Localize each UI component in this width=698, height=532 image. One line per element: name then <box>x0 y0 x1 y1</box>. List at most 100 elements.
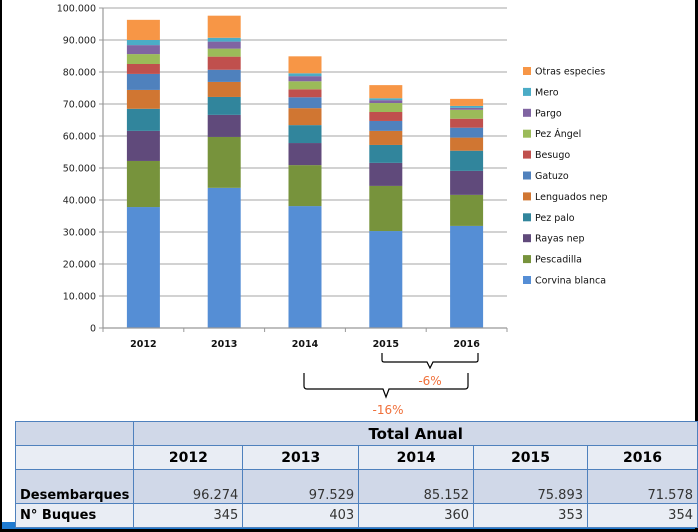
legend: Otras especies Mero Pargo Pez Ángel Besugo Ga… <box>523 67 608 287</box>
legend-label: Mero <box>535 87 559 98</box>
table-cell: 345 <box>133 503 244 528</box>
bar-segment-mero-2015 <box>369 98 403 101</box>
y-tick-label: 10.000 <box>63 292 96 303</box>
x-axis: 2012 2013 2014 2015 2016 <box>102 327 508 350</box>
bar-segment-pargo-2015 <box>369 100 403 104</box>
bar-segment-pez-ngel-2016 <box>450 109 484 119</box>
gridlines <box>103 7 507 297</box>
y-tick-label: 20.000 <box>63 260 96 271</box>
legend-swatch <box>523 150 531 159</box>
bar-segment-pargo-2016 <box>450 107 484 110</box>
legend-swatch <box>523 67 531 75</box>
legend-swatch <box>523 171 531 180</box>
y-tick-label: 100.000 <box>57 4 96 15</box>
legend-label: Rayas nep <box>535 234 585 245</box>
annotations: -6% -16% <box>303 353 479 417</box>
table-cell: 85.152 <box>358 469 475 504</box>
bar-segment-corvina-blanca-2013 <box>207 187 241 328</box>
y-axis: 0 10.000 20.000 30.000 40.000 50.000 60.000 70.… <box>57 4 104 335</box>
x-tick-label: 2014 <box>292 339 319 350</box>
year-header: 2013 <box>242 445 360 470</box>
bar-segment-otras-especies-2016 <box>450 98 484 106</box>
legend-label: Pez palo <box>535 213 575 224</box>
bar-segment-pescadilla-2013 <box>207 136 241 188</box>
bar-segment-pescadilla-2015 <box>369 185 403 232</box>
bar-segment-lenguados-nep-2012 <box>126 89 160 109</box>
bar-segment-gatuzo-2013 <box>207 69 241 82</box>
legend-label: Pez Ángel <box>535 128 581 140</box>
table-cell: 96.274 <box>133 469 244 504</box>
y-tick-label: 90.000 <box>63 36 96 47</box>
bar-segment-pez-palo-2015 <box>369 144 403 163</box>
bar-segment-rayas-nep-2015 <box>369 162 403 186</box>
legend-swatch <box>523 234 531 243</box>
bar-segment-corvina-blanca-2016 <box>450 225 484 328</box>
legend-swatch <box>523 192 531 201</box>
legend-label: Otras especies <box>535 67 605 78</box>
bar-segment-corvina-blanca-2012 <box>126 207 160 328</box>
annotation-minus-16: -16% <box>372 403 403 417</box>
bars <box>126 15 484 328</box>
bar-segment-gatuzo-2014 <box>288 97 322 109</box>
y-tick-label: 60.000 <box>63 132 96 143</box>
bar-segment-besugo-2012 <box>126 64 160 74</box>
annual-total-table: Total Anual 2012 2013 2014 2015 2016 Des… <box>14 421 698 528</box>
year-header: 2015 <box>473 445 588 470</box>
y-tick-label: 80.000 <box>63 68 96 79</box>
bar-segment-otras-especies-2013 <box>207 15 241 38</box>
y-tick-label: 0 <box>90 324 96 335</box>
table-cell: 71.578 <box>587 469 698 504</box>
bar-segment-lenguados-nep-2016 <box>450 137 484 151</box>
bar-segment-besugo-2013 <box>207 56 241 70</box>
bracket-2015-2016 <box>381 353 479 370</box>
legend-label: Besugo <box>535 150 570 161</box>
bar-segment-pescadilla-2014 <box>288 165 322 207</box>
bar-segment-lenguados-nep-2014 <box>288 108 322 126</box>
bar-segment-pez-ngel-2012 <box>126 54 160 64</box>
bar-segment-pargo-2013 <box>207 41 241 49</box>
empty-cell <box>14 445 135 470</box>
bar-segment-pez-palo-2013 <box>207 96 241 115</box>
legend-swatch <box>523 129 531 138</box>
table-row: N° Buques 345 403 360 353 354 <box>14 503 698 528</box>
bar-segment-mero-2016 <box>450 105 484 108</box>
bar-segment-otras-especies-2014 <box>288 56 322 74</box>
table-cell: 354 <box>587 503 698 528</box>
table-cell: 75.893 <box>473 469 588 504</box>
bar-segment-pez-palo-2014 <box>288 125 322 144</box>
bar-segment-pez-palo-2012 <box>126 108 160 131</box>
year-header: 2012 <box>133 445 244 470</box>
stacked-bar-chart: 0 10.000 20.000 30.000 40.000 50.000 60.000 70.… <box>57 4 608 418</box>
bar-segment-gatuzo-2015 <box>369 120 403 131</box>
bar-segment-mero-2014 <box>288 73 322 77</box>
bar-segment-pez-palo-2016 <box>450 150 484 171</box>
table-cell: 403 <box>242 503 360 528</box>
legend-swatch <box>523 87 531 96</box>
bar-segment-corvina-blanca-2015 <box>369 231 403 328</box>
bar-segment-corvina-blanca-2014 <box>288 206 322 328</box>
legend-label: Pescadilla <box>535 255 582 266</box>
x-tick-label: 2015 <box>373 339 399 350</box>
bar-segment-gatuzo-2012 <box>126 73 160 90</box>
legend-label: Lenguados nep <box>535 192 608 203</box>
legend-swatch <box>523 255 531 264</box>
x-tick-label: 2016 <box>453 339 480 350</box>
row-label: Desembarques <box>14 469 135 504</box>
bar-segment-pargo-2012 <box>126 45 160 55</box>
y-tick-label: 70.000 <box>63 100 96 111</box>
legend-swatch <box>523 276 531 284</box>
x-tick-label: 2013 <box>211 339 237 350</box>
bar-segment-rayas-nep-2012 <box>126 130 160 161</box>
bar-segment-lenguados-nep-2013 <box>207 81 241 97</box>
bar-segment-pargo-2014 <box>288 76 322 82</box>
annotation-minus-6: -6% <box>418 374 441 388</box>
table-years-row: 2012 2013 2014 2015 2016 <box>14 445 698 470</box>
bar-segment-rayas-nep-2014 <box>288 143 322 166</box>
bar-segment-otras-especies-2012 <box>126 19 160 40</box>
table-cell: 360 <box>358 503 475 528</box>
bar-segment-rayas-nep-2016 <box>450 170 484 195</box>
bracket-2014-2016 <box>303 373 469 399</box>
bar-segment-pez-ngel-2013 <box>207 48 241 57</box>
bar-segment-besugo-2015 <box>369 112 403 121</box>
empty-cell <box>14 421 135 446</box>
